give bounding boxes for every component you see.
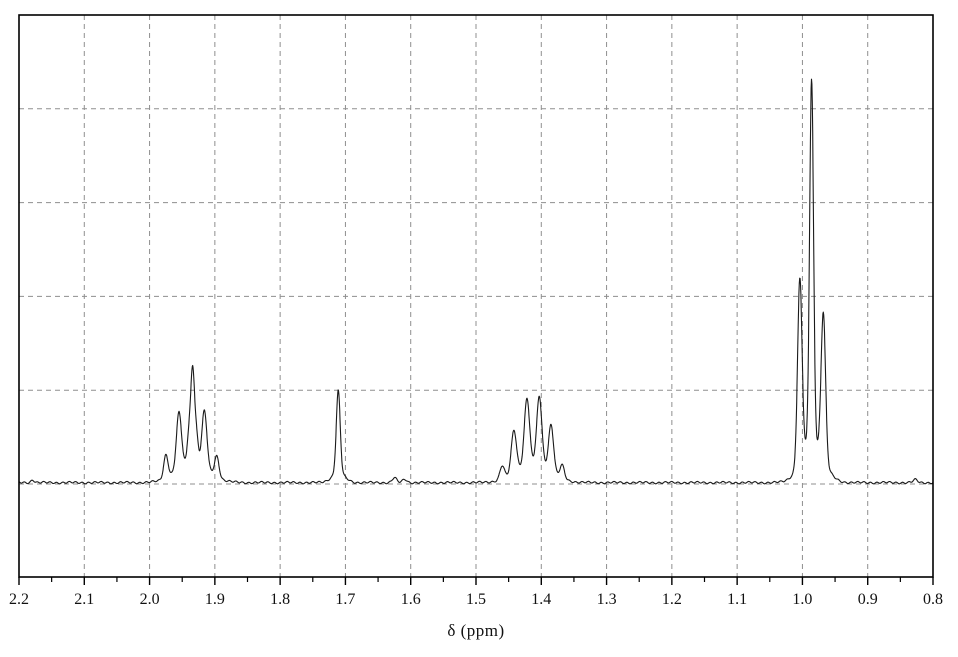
x-tick-label: 1.6 <box>401 591 421 608</box>
grid-lines <box>19 15 933 577</box>
x-tick-label: 2.1 <box>74 591 94 608</box>
x-axis-ticks-and-labels: 2.2 2.1 2.0 1.9 1.8 1.7 1.6 1.5 1.4 1.3 1.2 1.1 1.0 0… <box>9 577 943 608</box>
x-tick-label: 1.4 <box>531 591 551 608</box>
x-tick-label: 2.2 <box>9 591 29 608</box>
x-tick-label: 1.5 <box>466 591 486 608</box>
x-tick-label: 2.0 <box>140 591 160 608</box>
spectrum-trace <box>18 78 934 485</box>
x-tick-label: 1.8 <box>270 591 290 608</box>
x-tick-label: 1.9 <box>205 591 225 608</box>
x-tick-label: 1.3 <box>597 591 617 608</box>
x-tick-label: 1.7 <box>335 591 355 608</box>
x-axis-title: δ (ppm) <box>447 621 505 640</box>
x-tick-label: 0.8 <box>923 591 943 608</box>
x-tick-label: 1.1 <box>727 591 747 608</box>
x-tick-label: 0.9 <box>858 591 878 608</box>
x-tick-label: 1.2 <box>662 591 682 608</box>
x-tick-label: 1.0 <box>792 591 812 608</box>
